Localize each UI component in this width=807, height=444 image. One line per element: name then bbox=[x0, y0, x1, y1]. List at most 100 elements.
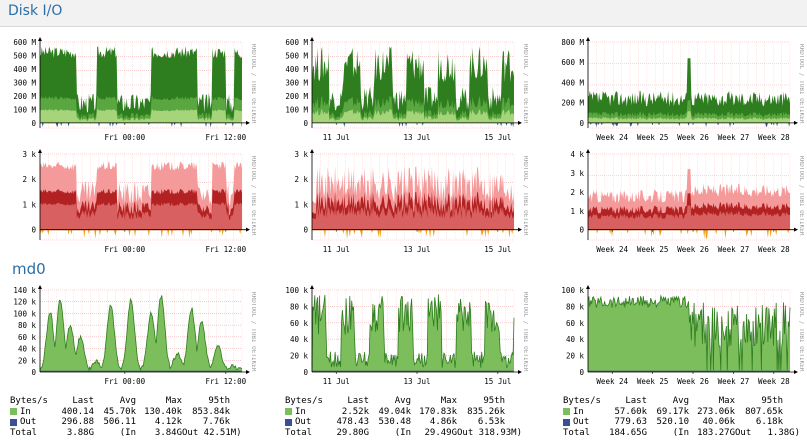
rrdtool-watermark: RRDTOOL / TOBI OETIKER bbox=[798, 44, 804, 124]
y-axis-arrow bbox=[586, 37, 590, 41]
legend-row-header: Bytes/s Last Avg Max 95th bbox=[563, 396, 783, 407]
graph-svg-mw: 100 k 80 k 60 k 40 k 20 k 0 11 Jul 13 Jul 15 Jul… bbox=[285, 285, 528, 386]
graph-mw: 100 k 80 k 60 k 40 k 20 k 0 11 Jul 13 Jul 15 Jul… bbox=[278, 284, 528, 392]
area-read-min bbox=[312, 109, 514, 123]
y-tick-label: 20 k bbox=[18, 356, 37, 365]
legend-total-col1: 184.65G bbox=[609, 427, 647, 438]
legend-header-col4: 95th bbox=[208, 396, 230, 406]
legend-out-col3: 4.12k bbox=[154, 417, 182, 427]
legend-total-col0: Total bbox=[563, 427, 591, 438]
x-tick-label: 15 Jul bbox=[484, 133, 511, 142]
legend-in-col3: 273.06k bbox=[697, 406, 735, 417]
y-axis-arrow bbox=[310, 285, 314, 289]
legend-total-col4: Out 1.38G) bbox=[735, 427, 801, 438]
legend-row-out: Out 296.88 506.11 4.12k 7.76k bbox=[10, 417, 230, 428]
legend-in-col4: 835.26k bbox=[467, 406, 505, 417]
y-tick-label: 0 bbox=[579, 226, 584, 235]
area-in bbox=[312, 294, 514, 372]
legend-header-col3: Max bbox=[165, 396, 182, 406]
x-tick-label: Week 26 bbox=[677, 377, 709, 386]
x-axis-arrow bbox=[794, 370, 798, 374]
x-tick-label: Week 28 bbox=[758, 245, 790, 254]
legend-out-col3: 40.06k bbox=[702, 417, 735, 427]
x-tick-label: Week 27 bbox=[718, 133, 750, 142]
area-ops-write bbox=[588, 229, 790, 239]
y-tick-label: 0 bbox=[579, 368, 584, 377]
legend-swatch-out bbox=[285, 418, 292, 426]
y-tick-label: 200 M bbox=[561, 99, 584, 108]
rrdtool-watermark: RRDTOOL / TOBI OETIKER bbox=[250, 44, 256, 124]
y-tick-label: 800 M bbox=[561, 38, 584, 47]
x-tick-label: Week 24 bbox=[596, 133, 628, 142]
graph-rw: 600 M 500 M 400 M 300 M 200 M 100 M 0 11 Jul 13 … bbox=[278, 36, 528, 148]
rrdtool-watermark: RRDTOOL / TOBI OETIKER bbox=[522, 292, 528, 372]
graph-od: 3 k 2 k 1 k 0 Fri 00:00 Fri 12:00 RRDTOOL / TO… bbox=[6, 148, 256, 260]
x-tick-label: Week 27 bbox=[718, 377, 750, 386]
panel-header: Disk I/O bbox=[0, 0, 807, 27]
graph-svg-ow: 3 k 2 k 1 k 0 11 Jul 13 Jul 15 Jul RRDTOOL / TO… bbox=[294, 149, 528, 254]
legend-in-col0: In bbox=[295, 406, 306, 417]
graph-svg-oy: 4 k 3 k 2 k 1 k 0 Week 24 Week 25 Week 26 Week 2… bbox=[570, 149, 804, 254]
graph-svg-rd: 600 M 500 M 400 M 300 M 200 M 100 M 0 Fri 00:00… bbox=[13, 37, 256, 142]
legend-in-col3: 170.83k bbox=[419, 406, 457, 417]
legend-header-col3: Max bbox=[718, 396, 735, 406]
y-tick-label: 3 k bbox=[570, 169, 584, 178]
area-ops-write bbox=[40, 229, 242, 239]
legend-in-col0: In bbox=[573, 406, 584, 417]
legend-row-total: Total 29.80G (In 29.49G Out 318.93M) bbox=[285, 427, 522, 439]
x-tick-label: 15 Jul bbox=[484, 245, 511, 254]
legend-in-col2: 69.17k bbox=[656, 406, 689, 417]
y-tick-label: 120 k bbox=[13, 298, 36, 307]
legend-total-col4: Out 42.51M) bbox=[182, 427, 242, 438]
y-tick-label: 80 k bbox=[566, 302, 585, 311]
legend-total-col0: Total bbox=[285, 427, 313, 438]
rrdtool-watermark: RRDTOOL / TOBI OETIKER bbox=[798, 156, 804, 236]
x-tick-label: Week 25 bbox=[637, 133, 669, 142]
legend-header-col2: Avg bbox=[672, 396, 689, 406]
legend-row-in: In 57.60k 69.17k 273.06k 807.65k bbox=[563, 407, 783, 418]
y-tick-label: 100 k bbox=[561, 286, 584, 295]
legend-total-col1: 29.80G bbox=[336, 427, 369, 438]
section-title-md0: md0 bbox=[12, 260, 46, 278]
rrdtool-watermark: RRDTOOL / TOBI OETIKER bbox=[522, 44, 528, 124]
legend-out-col0: Out bbox=[573, 417, 590, 427]
line-in bbox=[39, 295, 243, 372]
legend-header-col2: Avg bbox=[394, 396, 411, 406]
y-tick-label: 600 M bbox=[13, 38, 36, 47]
graph-svg-ry: 800 M 600 M 400 M 200 M 0 Week 24 Week 25 Week … bbox=[561, 37, 804, 142]
y-axis-arrow bbox=[310, 149, 314, 153]
y-tick-label: 400 M bbox=[285, 65, 308, 74]
rrdtool-watermark: RRDTOOL / TOBI OETIKER bbox=[522, 156, 528, 236]
x-tick-label: 11 Jul bbox=[323, 133, 350, 142]
y-tick-label: 80 k bbox=[290, 302, 309, 311]
legend-out-col1: 478.43 bbox=[336, 417, 369, 427]
x-tick-label: Week 25 bbox=[637, 245, 669, 254]
x-tick-label: Week 28 bbox=[758, 377, 790, 386]
legend-row-header: Bytes/s Last Avg Max 95th bbox=[285, 396, 505, 407]
y-tick-label: 40 k bbox=[18, 345, 37, 354]
legend-in-col2: 49.04k bbox=[378, 406, 411, 417]
x-axis-arrow bbox=[518, 370, 522, 374]
legend-in-col1: 400.14 bbox=[61, 406, 94, 417]
legend-swatch-in bbox=[10, 408, 17, 416]
rrdtool-watermark: RRDTOOL / TOBI OETIKER bbox=[250, 156, 256, 236]
y-tick-label: 0 bbox=[579, 119, 584, 128]
x-axis-arrow bbox=[794, 227, 798, 232]
x-tick-label: Fri 12:00 bbox=[206, 377, 247, 386]
graph-svg-rw: 600 M 500 M 400 M 300 M 200 M 100 M 0 11 Jul 13 … bbox=[285, 37, 528, 142]
graph-ow: 3 k 2 k 1 k 0 11 Jul 13 Jul 15 Jul RRDTOOL / TO… bbox=[278, 148, 528, 260]
x-tick-label: 13 Jul bbox=[403, 133, 430, 142]
area-read-min bbox=[588, 111, 790, 123]
y-tick-label: 100 M bbox=[285, 105, 308, 114]
legend-total-col2: (In bbox=[394, 427, 411, 438]
x-tick-label: 11 Jul bbox=[323, 245, 350, 254]
legend-out-col2: 530.48 bbox=[378, 417, 411, 427]
area-read-max bbox=[312, 46, 514, 123]
legend-swatch-out bbox=[563, 418, 570, 426]
x-tick-label: Week 25 bbox=[637, 377, 669, 386]
y-axis-arrow bbox=[38, 285, 42, 289]
area-read-avg bbox=[312, 96, 514, 123]
legend-header-col4: 95th bbox=[483, 396, 505, 406]
x-tick-label: Fri 00:00 bbox=[105, 377, 146, 386]
x-tick-label: Week 28 bbox=[758, 133, 790, 142]
